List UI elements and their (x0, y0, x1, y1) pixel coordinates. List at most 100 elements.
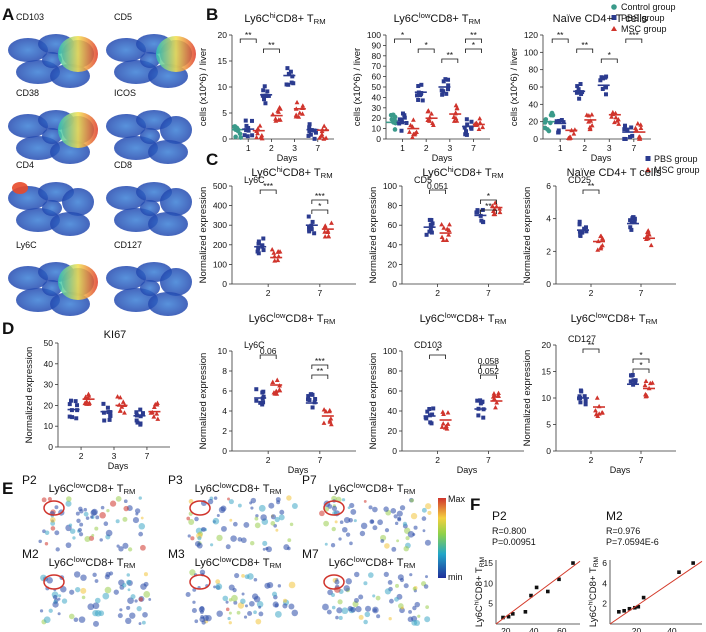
data-point (273, 116, 278, 121)
data-point (270, 379, 276, 384)
density-dot (52, 601, 59, 608)
panel-label-d: D (2, 319, 14, 338)
density-dot (207, 498, 214, 505)
y-tick-label: 80 (529, 65, 539, 75)
data-point (610, 109, 616, 115)
data-point (441, 225, 447, 230)
density-dot (103, 521, 109, 526)
density-map-p2: P2 Ly6ClowCD8+ TRM (22, 473, 146, 552)
data-point (476, 413, 481, 418)
density-dot (215, 583, 223, 590)
y-tick-label: 500 (213, 181, 227, 191)
x-tick-label: 7 (145, 451, 150, 461)
density-dot (350, 509, 357, 515)
x-tick-label: 20 (632, 626, 642, 632)
data-point (242, 133, 247, 138)
density-dot (414, 601, 421, 608)
density-dot (232, 521, 238, 527)
data-point (67, 402, 72, 407)
data-point (446, 232, 451, 237)
x-tick-label: 2 (266, 288, 271, 298)
chart-title: P2 (492, 509, 507, 523)
density-dot (338, 537, 342, 541)
density-dot (425, 503, 432, 510)
panel-label-a: A (2, 5, 14, 24)
density-dot (212, 517, 220, 525)
chart-subtitle: CD25 (568, 175, 591, 185)
data-point (290, 74, 295, 79)
data-point (542, 125, 548, 131)
density-dot (141, 620, 146, 625)
data-point (603, 75, 608, 80)
density-dot (129, 612, 136, 619)
data-point (556, 128, 561, 133)
data-point (329, 220, 334, 225)
data-point (556, 130, 561, 135)
density-dot (254, 516, 259, 521)
tsne-map-cd5: CD5 (106, 12, 196, 88)
density-dot (241, 574, 245, 578)
data-point (633, 378, 638, 383)
y-tick-label: 100 (383, 346, 397, 356)
y-tick-label: 300 (213, 220, 227, 230)
density-dot (391, 546, 397, 552)
data-point (445, 410, 451, 415)
data-point (74, 416, 79, 421)
density-dot (376, 614, 381, 619)
chart-subtitle: Ly6C (244, 340, 265, 350)
density-dot (54, 530, 60, 536)
density-dot (47, 497, 52, 502)
tsne-map-cd4: CD4 (8, 160, 94, 236)
data-point (262, 97, 267, 102)
density-dot (347, 605, 353, 612)
y-tick-label: 0 (392, 446, 397, 456)
significance-label: ** (581, 40, 588, 50)
data-point (407, 129, 412, 134)
density-dot (345, 532, 351, 537)
density-dot (126, 573, 130, 577)
x-tick-label: 7 (486, 455, 491, 465)
density-dot (93, 620, 99, 627)
density-dot (118, 546, 124, 552)
density-dot (253, 610, 257, 615)
density-dot (277, 584, 282, 588)
y-tick-label: 0 (222, 134, 227, 144)
tsne-marker-label: CD4 (16, 160, 34, 170)
data-point (501, 615, 505, 620)
data-point (258, 400, 263, 405)
density-dot (397, 516, 402, 521)
data-point (246, 128, 251, 133)
tsne-hot-cluster (58, 112, 98, 148)
data-point (307, 397, 312, 402)
chart-d2: 0 2 4 6 8 10 Ly6ClowCD8+ TRM Ly6C Normalized exp… (198, 311, 356, 475)
data-point (232, 124, 238, 129)
data-point (70, 415, 75, 420)
data-point (604, 85, 609, 90)
x-tick-label: 2 (266, 455, 271, 465)
density-dot (349, 541, 353, 546)
y-tick-label: 0 (392, 279, 397, 289)
density-dot (266, 581, 274, 589)
density-dot (225, 544, 231, 550)
data-point (506, 614, 511, 619)
data-point (277, 387, 282, 392)
density-dot (262, 540, 268, 546)
data-point (622, 123, 627, 128)
data-point (469, 119, 474, 124)
density-dot (115, 519, 120, 524)
density-dot (407, 616, 414, 623)
y-tick-label: 4 (602, 578, 607, 588)
legend-c-pbs-label: PBS group (654, 154, 698, 164)
data-point (474, 210, 479, 215)
density-map-title: Ly6ClowCD8+ TRM (195, 481, 282, 496)
data-point (255, 126, 261, 131)
density-dot (258, 504, 266, 512)
y-axis-label: Normalized expression (198, 353, 209, 450)
data-point (263, 101, 268, 106)
y-axis-label: Normalized expression (24, 347, 35, 444)
data-point (465, 122, 470, 127)
y-tick-label: 20 (388, 426, 398, 436)
x-axis-label: Days (432, 153, 453, 163)
significance-label: 0.051 (427, 181, 449, 191)
